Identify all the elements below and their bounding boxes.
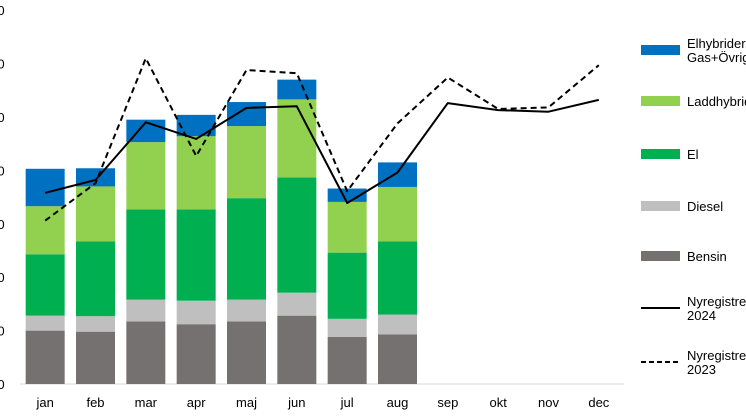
bar-bensin-feb xyxy=(76,331,115,384)
y-tick-label: 0 xyxy=(0,57,5,72)
bar-elhybrider-gas-vrigt-jun xyxy=(277,79,317,100)
bar-el-apr xyxy=(176,209,216,301)
legend-swatch xyxy=(641,45,680,55)
x-tick-label-okt: okt xyxy=(489,395,507,410)
bar-bensin-aug xyxy=(378,334,417,384)
x-tick-label-jul: jul xyxy=(340,395,354,410)
bar-laddhybrid-jul xyxy=(327,201,367,253)
bar-diesel-jul xyxy=(327,318,367,338)
legend-item: Laddhybrid xyxy=(641,94,746,109)
bar-laddhybrid-aug xyxy=(378,186,417,242)
legend-item: El xyxy=(641,147,699,162)
legend: Elhybrider,Gas+Övrigt Laddhybrid El Diesel B… xyxy=(641,36,746,377)
bar-laddhybrid-jun xyxy=(277,99,317,178)
bar-diesel-maj xyxy=(227,299,266,322)
legend-swatch xyxy=(641,149,680,159)
bar-bensin-jul xyxy=(327,337,367,384)
bar-bensin-maj xyxy=(227,321,266,384)
bar-laddhybrid-maj xyxy=(227,126,266,199)
line-nyregistreringar-2023 xyxy=(44,57,600,222)
bar-elhybrider-gas-vrigt-jul xyxy=(327,188,367,202)
legend-label: El xyxy=(687,147,699,162)
bar-el-jun xyxy=(277,177,317,293)
legend-label: 2023 xyxy=(687,362,716,377)
bar-diesel-jun xyxy=(277,292,317,316)
bar-bensin-mar xyxy=(126,321,166,384)
legend-swatch xyxy=(641,96,680,106)
legend-swatch xyxy=(641,251,680,261)
bar-el-maj xyxy=(227,198,266,300)
legend-label: Nyregistreringar xyxy=(687,294,746,309)
y-tick-label: 0 xyxy=(0,324,5,339)
x-tick-label-maj: maj xyxy=(236,395,257,410)
bar-el-mar xyxy=(126,209,166,300)
y-tick-label: 0 xyxy=(0,377,5,392)
bar-diesel-aug xyxy=(378,314,417,335)
bar-el-jul xyxy=(327,252,367,319)
y-tick-label: 0 xyxy=(0,3,5,18)
bar-diesel-jan xyxy=(25,315,65,331)
x-tick-label-apr: apr xyxy=(187,395,206,410)
bar-bensin-jun xyxy=(277,315,317,384)
bar-diesel-apr xyxy=(176,300,216,325)
legend-item: Nyregistreringar2023 xyxy=(641,348,746,377)
bar-elhybrider-gas-vrigt-maj xyxy=(227,102,266,127)
bar-laddhybrid-mar xyxy=(126,142,166,210)
bar-laddhybrid-jan xyxy=(25,206,65,255)
legend-item: Elhybrider,Gas+Övrigt xyxy=(641,36,746,65)
bar-el-feb xyxy=(76,241,115,317)
y-tick-label: 0 xyxy=(0,270,5,285)
legend-item: Bensin xyxy=(641,249,727,264)
bar-bensin-apr xyxy=(176,324,216,384)
legend-label: Elhybrider, xyxy=(687,36,746,51)
x-tick-label-nov: nov xyxy=(538,395,559,410)
x-tick-label-aug: aug xyxy=(387,395,409,410)
bar-diesel-mar xyxy=(126,299,166,322)
bar-elhybrider-gas-vrigt-jan xyxy=(25,168,65,207)
x-tick-label-jan: jan xyxy=(35,395,53,410)
legend-label: Gas+Övrigt xyxy=(687,50,746,65)
bar-el-aug xyxy=(378,241,417,315)
bar-bensin-jan xyxy=(25,330,65,384)
line-nyregistreringar-2024 xyxy=(44,98,600,204)
bar-elhybrider-gas-vrigt-apr xyxy=(176,114,216,137)
bar-elhybrider-gas-vrigt-aug xyxy=(378,162,417,187)
legend-label: 2024 xyxy=(687,308,716,323)
bar-diesel-feb xyxy=(76,316,115,332)
line-series xyxy=(44,57,600,222)
x-tick-label-mar: mar xyxy=(135,395,158,410)
legend-swatch xyxy=(641,201,680,211)
y-tick-label: 0 xyxy=(0,163,5,178)
x-tick-label-jun: jun xyxy=(287,395,305,410)
legend-item: Diesel xyxy=(641,199,723,214)
legend-item: Nyregistreringar2024 xyxy=(641,294,746,323)
legend-label: Nyregistreringar xyxy=(687,348,746,363)
x-tick-label-sep: sep xyxy=(437,395,458,410)
x-tick-label-dec: dec xyxy=(588,395,609,410)
bar-laddhybrid-feb xyxy=(76,186,115,242)
legend-label: Laddhybrid xyxy=(687,94,746,109)
x-tick-label-feb: feb xyxy=(86,395,104,410)
y-axis-ticks: 0 0 0 0 0 0 0 0 xyxy=(0,3,5,392)
legend-label: Diesel xyxy=(687,199,723,214)
y-tick-label: 0 xyxy=(0,217,5,232)
bar-laddhybrid-apr xyxy=(176,136,216,210)
bar-el-jan xyxy=(25,254,65,316)
x-axis-ticks: jan feb mar apr maj jun jul aug sep okt nov dec xyxy=(35,395,609,410)
y-tick-label: 0 xyxy=(0,110,5,125)
stacked-bars xyxy=(25,79,417,384)
legend-label: Bensin xyxy=(687,249,727,264)
